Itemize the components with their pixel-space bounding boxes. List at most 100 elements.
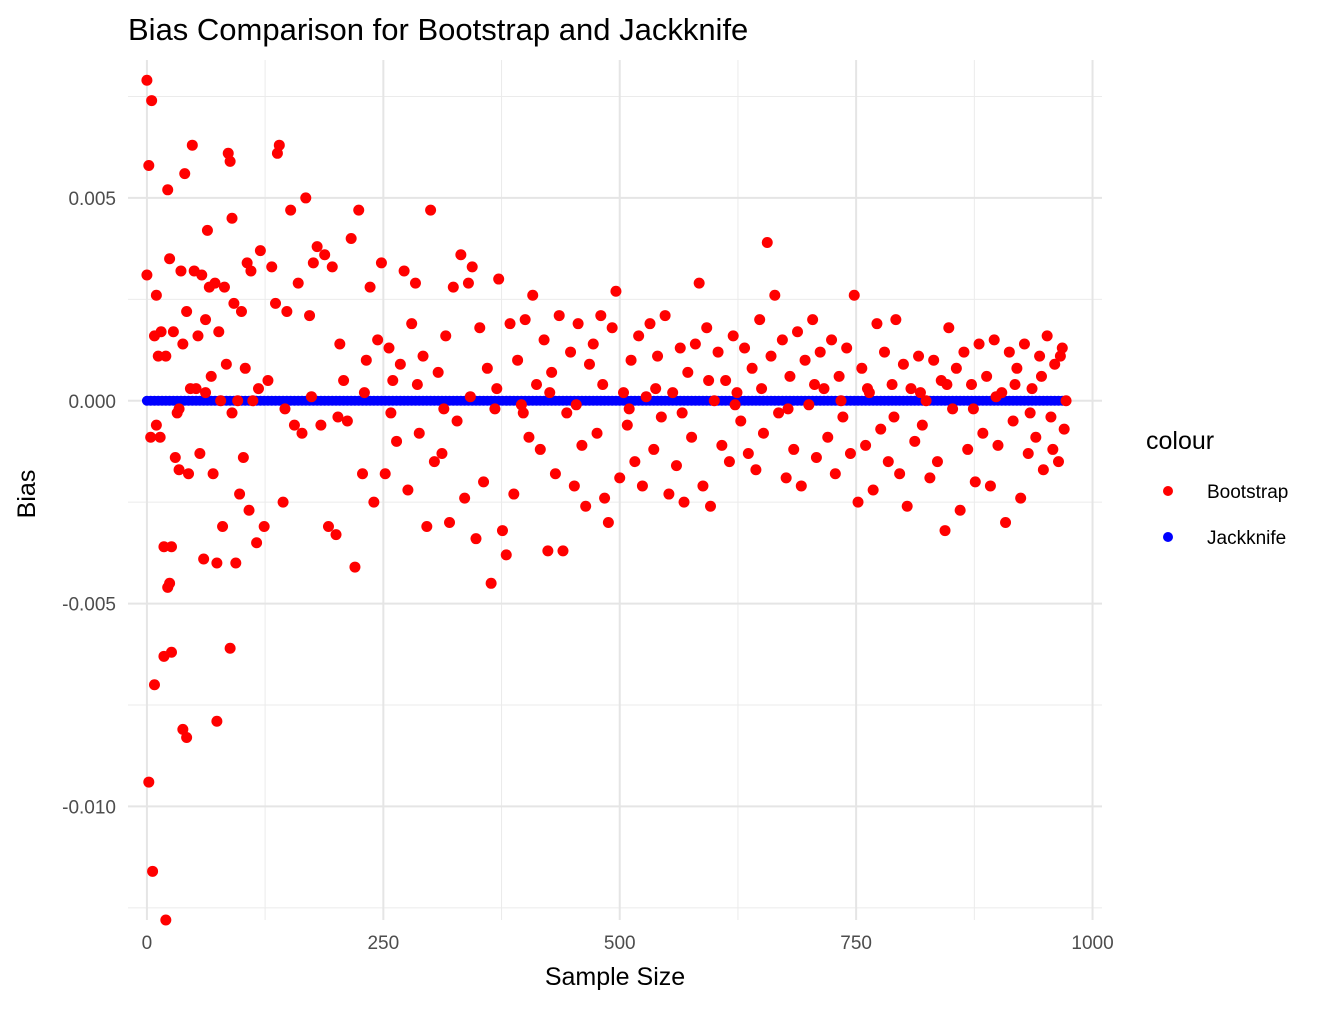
bootstrap-point [341, 415, 353, 427]
bootstrap-point [143, 159, 155, 171]
bootstrap-point [795, 480, 807, 492]
bootstrap-point [175, 265, 187, 277]
bootstrap-point [262, 374, 274, 386]
bootstrap-point [701, 322, 713, 334]
bootstrap-point [1035, 370, 1047, 382]
bootstrap-point [697, 480, 709, 492]
bootstrap-point [703, 374, 715, 386]
bootstrap-point [1034, 350, 1046, 362]
bootstrap-point [192, 330, 204, 342]
bootstrap-point [633, 330, 645, 342]
bootstrap-point [217, 521, 229, 533]
bootstrap-point [226, 407, 238, 419]
bootstrap-point [1024, 407, 1036, 419]
bootstrap-point [167, 326, 179, 338]
bootstrap-point [387, 374, 399, 386]
bootstrap-point [614, 472, 626, 484]
legend: colour Bootstrap Jackknife [1146, 427, 1288, 549]
bootstrap-point [1011, 362, 1023, 374]
bootstrap-point [440, 330, 452, 342]
bootstrap-point [148, 679, 160, 691]
bootstrap-point [652, 350, 664, 362]
legend-key-bootstrap [1163, 486, 1173, 496]
bootstrap-point [474, 322, 486, 334]
y-axis-label: Bias [13, 470, 41, 519]
bootstrap-point [621, 419, 633, 431]
bootstrap-point [489, 403, 501, 415]
bootstrap-point [909, 435, 921, 447]
bootstrap-point [947, 403, 959, 415]
bootstrap-point [756, 383, 768, 395]
bootstrap-point [213, 326, 225, 338]
bootstrap-point [988, 334, 1000, 346]
bootstrap-point [243, 504, 255, 516]
x-tick-label: 750 [840, 933, 872, 954]
bootstrap-point [200, 314, 212, 326]
bootstrap-point [792, 326, 804, 338]
bootstrap-point [941, 379, 953, 391]
bootstrap-point [319, 249, 331, 261]
bootstrap-point [1003, 346, 1015, 358]
bootstrap-point [239, 362, 251, 374]
bootstrap-point [394, 358, 406, 370]
bootstrap-point [152, 350, 164, 362]
legend-label-bootstrap: Bootstrap [1207, 482, 1288, 503]
bootstrap-point [162, 184, 174, 196]
x-tick-label: 250 [367, 933, 399, 954]
bootstrap-point [1022, 447, 1034, 459]
bootstrap-point [572, 318, 584, 330]
bootstrap-point [650, 383, 662, 395]
bootstrap-point [670, 460, 682, 472]
bootstrap-point [470, 533, 482, 545]
bootstrap-point [164, 577, 176, 589]
bootstrap-point [447, 281, 459, 293]
bootstrap-point [277, 496, 289, 508]
x-tick-label: 500 [604, 933, 636, 954]
bootstrap-point [493, 273, 505, 285]
bootstrap-point [667, 387, 679, 399]
bootstrap-point [372, 334, 384, 346]
bootstrap-point [882, 456, 894, 468]
bootstrap-point [428, 456, 440, 468]
bootstrap-point [230, 557, 242, 569]
bootstrap-point [160, 350, 172, 362]
bootstrap-point [179, 168, 191, 180]
bootstrap-point [158, 541, 170, 553]
bootstrap-point [570, 399, 582, 411]
bootstrap-point [981, 370, 993, 382]
bootstrap-point [237, 452, 249, 464]
bootstrap-point [606, 322, 618, 334]
bootstrap-point [211, 715, 223, 727]
bootstrap-point [1009, 379, 1021, 391]
bootstrap-point [181, 731, 193, 743]
bootstrap-point [165, 646, 177, 658]
bootstrap-point [757, 427, 769, 439]
bootstrap-point [916, 419, 928, 431]
bootstrap-point [848, 289, 860, 301]
bootstrap-point [379, 468, 391, 480]
bootstrap-point [531, 379, 543, 391]
bootstrap-point [485, 577, 497, 589]
bootstrap-point [224, 642, 236, 654]
bootstrap-point [512, 354, 524, 366]
bootstrap-point [875, 423, 887, 435]
bootstrap-point [833, 370, 845, 382]
bootstrap-point [648, 443, 660, 455]
bootstrap-point [644, 318, 656, 330]
bootstrap-point [345, 232, 357, 244]
bootstrap-point [1054, 350, 1066, 362]
bootstrap-point [538, 334, 550, 346]
bootstrap-point [252, 383, 264, 395]
bootstrap-point [523, 431, 535, 443]
bootstrap-point [1037, 464, 1049, 476]
bootstrap-point [334, 338, 346, 350]
bootstrap-point [829, 468, 841, 480]
bootstrap-point [330, 529, 342, 541]
bootstrap-point [939, 525, 951, 537]
x-axis-ticks: 0 250 500 750 1000 [142, 933, 1114, 954]
bootstrap-point [519, 314, 531, 326]
bootstrap-point [678, 496, 690, 508]
bootstrap-point [1041, 330, 1053, 342]
bootstrap-point [580, 500, 592, 512]
x-tick-label: 1000 [1071, 933, 1113, 954]
